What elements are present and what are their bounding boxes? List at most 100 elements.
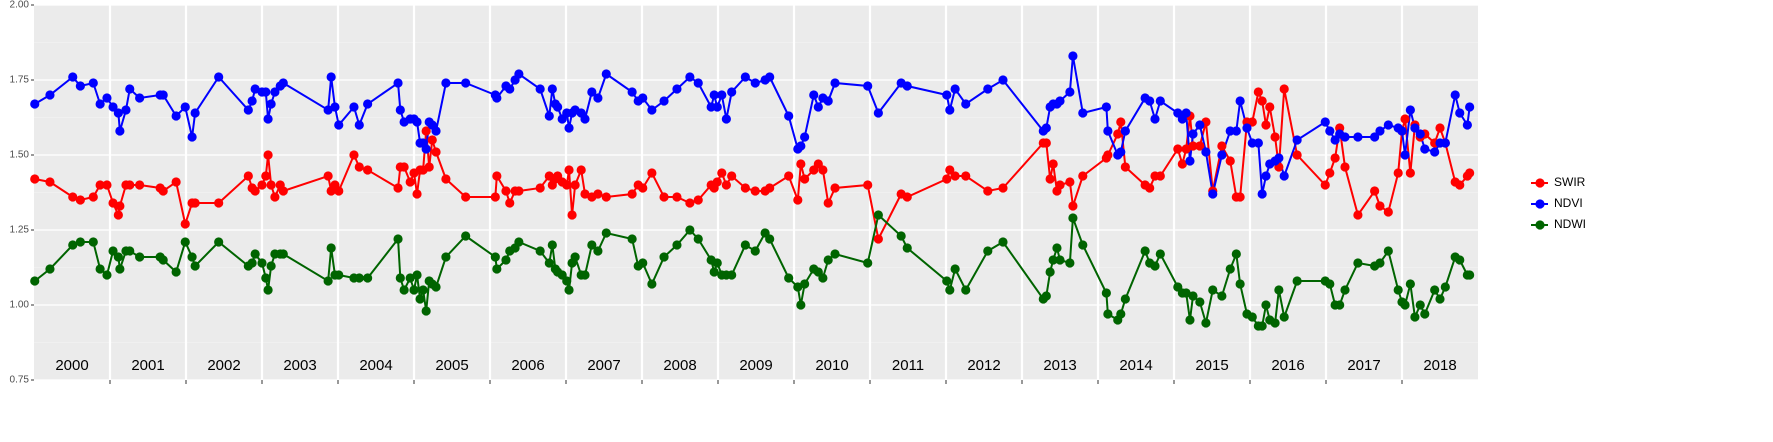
data-point — [427, 135, 437, 145]
data-point — [102, 270, 112, 280]
data-point — [1353, 210, 1363, 220]
data-point — [765, 234, 775, 244]
legend-point — [1535, 220, 1545, 230]
year-label: 2010 — [815, 357, 848, 374]
data-point — [115, 264, 125, 274]
data-point — [431, 126, 441, 136]
data-point — [587, 87, 597, 97]
data-point — [399, 162, 409, 172]
data-point — [693, 195, 703, 205]
data-point — [896, 231, 906, 241]
data-point — [108, 246, 118, 256]
data-point — [424, 162, 434, 172]
data-point — [1465, 270, 1475, 280]
data-point — [1405, 105, 1415, 115]
year-label: 2006 — [511, 357, 544, 374]
data-point — [1140, 246, 1150, 256]
data-point — [580, 270, 590, 280]
data-point — [68, 72, 78, 82]
data-point — [1370, 186, 1380, 196]
year-label: 2007 — [587, 357, 620, 374]
data-point — [1101, 288, 1111, 298]
data-point — [243, 105, 253, 115]
data-point — [461, 78, 471, 88]
data-point — [1393, 168, 1403, 178]
data-point — [659, 96, 669, 106]
data-point — [1405, 279, 1415, 289]
data-point — [75, 81, 85, 91]
data-point — [638, 258, 648, 268]
data-point — [95, 264, 105, 274]
data-point — [1325, 168, 1335, 178]
data-point — [1065, 87, 1075, 97]
data-point — [750, 78, 760, 88]
legend-label: NDWI — [1554, 217, 1586, 231]
y-tick-label: 1.25 — [10, 225, 30, 236]
data-point — [1325, 279, 1335, 289]
data-point — [740, 240, 750, 250]
data-point — [1116, 147, 1126, 157]
data-point — [1177, 159, 1187, 169]
data-point — [266, 261, 276, 271]
data-point — [1253, 87, 1263, 97]
data-point — [214, 72, 224, 82]
data-point — [1055, 96, 1065, 106]
data-point — [576, 165, 586, 175]
data-point — [961, 171, 971, 181]
data-point — [717, 90, 727, 100]
data-point — [113, 210, 123, 220]
data-point — [1116, 117, 1126, 127]
data-point — [257, 180, 267, 190]
data-point — [1120, 126, 1130, 136]
data-point — [593, 93, 603, 103]
data-point — [349, 150, 359, 160]
data-point — [171, 267, 181, 277]
data-point — [1048, 159, 1058, 169]
data-point — [721, 180, 731, 190]
data-point — [740, 183, 750, 193]
data-point — [490, 192, 500, 202]
data-point — [942, 276, 952, 286]
data-point — [1335, 300, 1345, 310]
data-point — [998, 183, 1008, 193]
data-point — [243, 171, 253, 181]
data-point — [950, 264, 960, 274]
data-point — [740, 72, 750, 82]
data-point — [1340, 285, 1350, 295]
data-point — [1455, 108, 1465, 118]
data-point — [1068, 201, 1078, 211]
data-point — [490, 252, 500, 262]
data-point — [1270, 318, 1280, 328]
data-point — [1103, 309, 1113, 319]
data-point — [1188, 141, 1198, 151]
data-point — [115, 201, 125, 211]
data-point — [998, 75, 1008, 85]
y-tick-label: 1.75 — [10, 75, 30, 86]
year-label: 2013 — [1043, 357, 1076, 374]
data-point — [102, 93, 112, 103]
data-point — [750, 186, 760, 196]
data-point — [330, 102, 340, 112]
data-point — [393, 234, 403, 244]
data-point — [75, 195, 85, 205]
data-point — [587, 240, 597, 250]
data-point — [1274, 153, 1284, 163]
data-point — [261, 273, 271, 283]
data-point — [593, 189, 603, 199]
data-point — [1155, 171, 1165, 181]
data-point — [998, 237, 1008, 247]
data-point — [431, 282, 441, 292]
data-point — [601, 228, 611, 238]
data-point — [1383, 207, 1393, 217]
data-point — [1415, 129, 1425, 139]
data-point — [68, 192, 78, 202]
data-point — [1065, 258, 1075, 268]
data-point — [1120, 162, 1130, 172]
data-point — [514, 237, 524, 247]
data-point — [1257, 321, 1267, 331]
data-point — [1101, 102, 1111, 112]
data-point — [659, 252, 669, 262]
legend-label: NDVI — [1554, 196, 1583, 210]
data-point — [1353, 258, 1363, 268]
data-point — [334, 270, 344, 280]
